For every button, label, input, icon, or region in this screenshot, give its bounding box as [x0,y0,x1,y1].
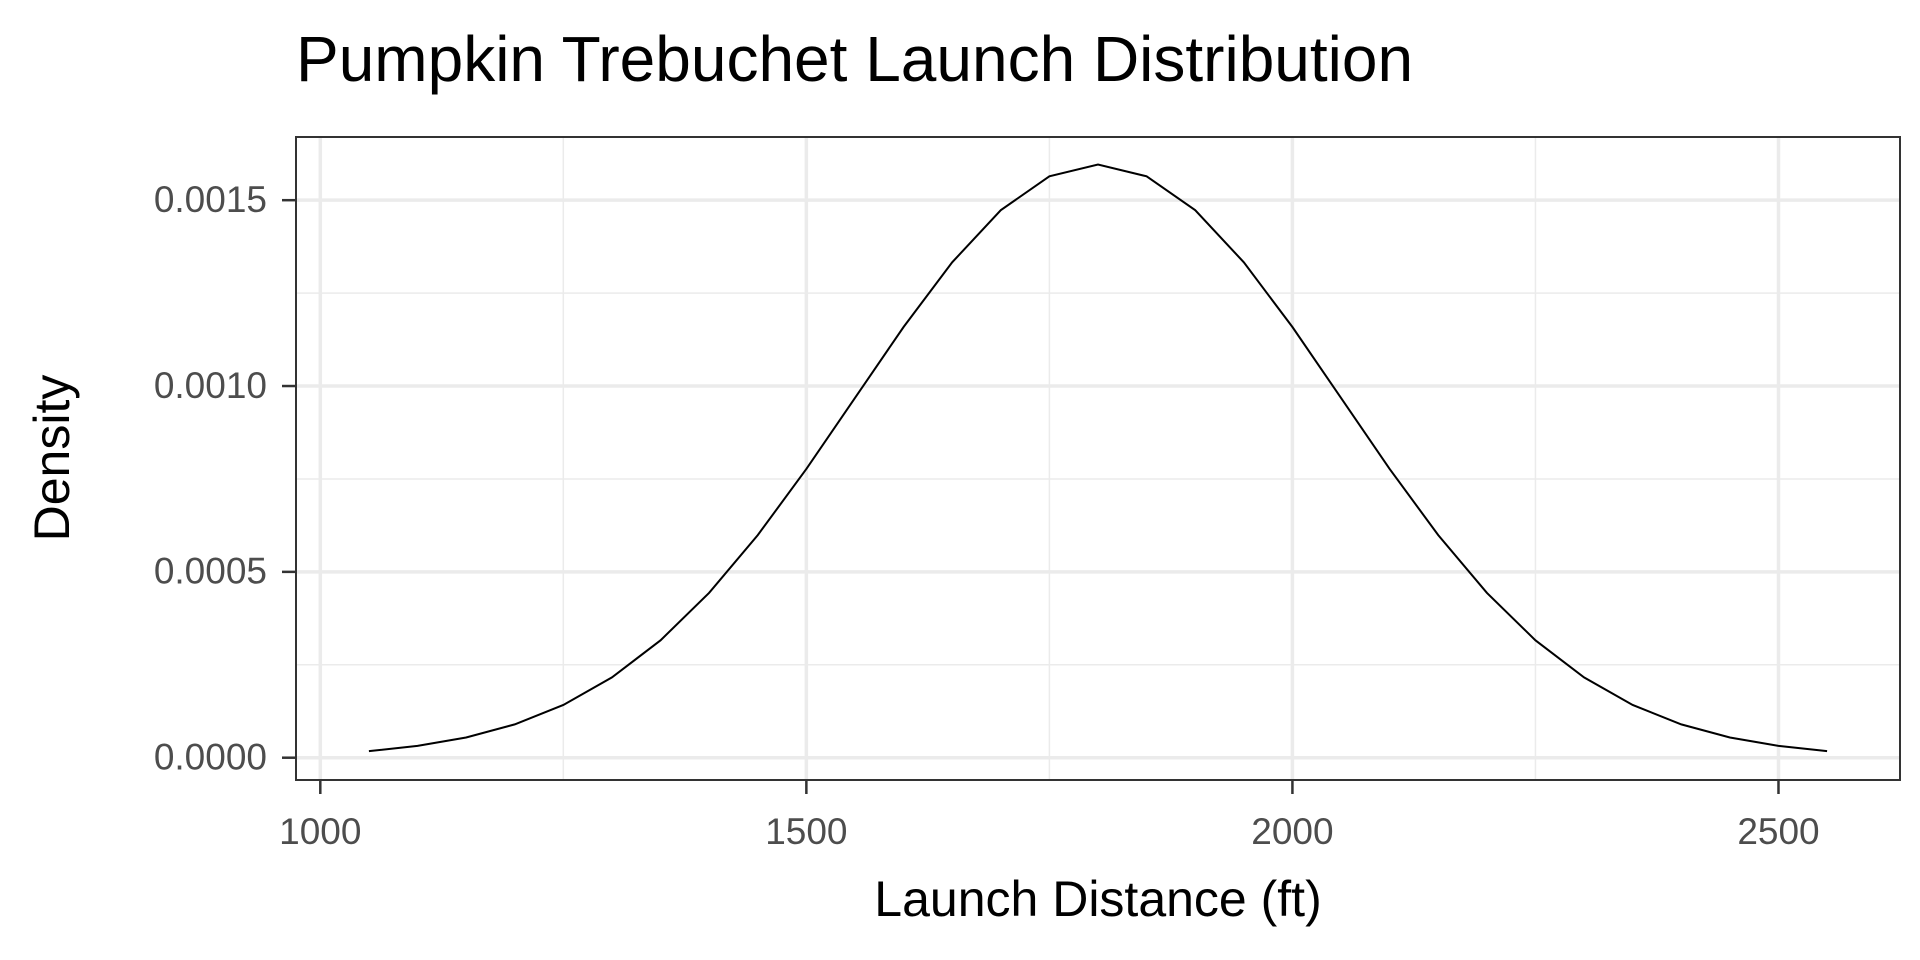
density-line [368,163,1828,753]
panel-border [295,136,1901,781]
x-tick-label: 2500 [1737,811,1819,852]
x-tick-label: 2000 [1251,811,1333,852]
chart-title: Pumpkin Trebuchet Launch Distribution [296,23,1413,95]
y-tick-label: 0.0015 [154,179,267,220]
y-tick-label: 0.0010 [154,365,267,406]
y-tick-label: 0.0005 [154,551,267,592]
x-axis-label: Launch Distance (ft) [874,871,1321,927]
y-tick-label: 0.0000 [154,736,267,777]
y-axis-label: Density [24,375,80,542]
x-tick-label: 1500 [765,811,847,852]
x-tick-label: 1000 [279,811,361,852]
